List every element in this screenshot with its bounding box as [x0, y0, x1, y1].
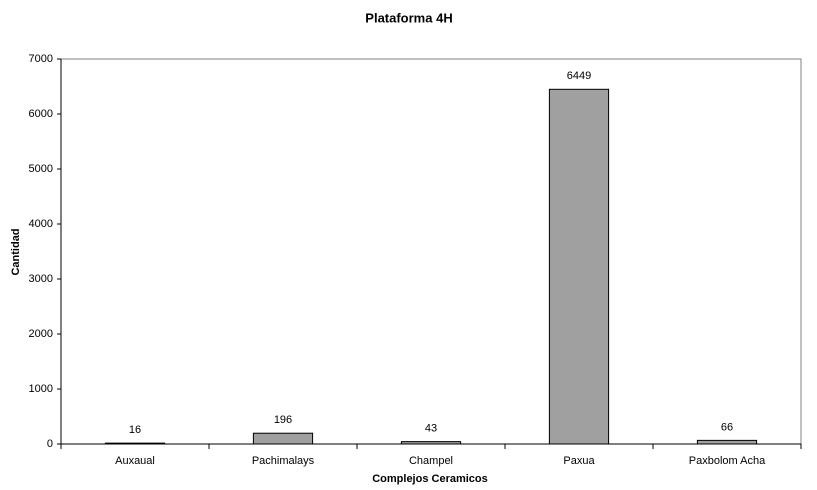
x-tick-label: Auxaual — [115, 455, 155, 467]
bar — [548, 88, 610, 445]
y-tick-label: 5000 — [29, 163, 53, 175]
y-axis-label: Cantidad — [10, 228, 22, 275]
x-tick-label: Paxua — [563, 455, 595, 467]
bar — [696, 439, 758, 445]
data-label: 43 — [425, 423, 437, 435]
data-label: 6449 — [567, 70, 591, 82]
x-tick-label: Paxbolom Acha — [689, 455, 766, 467]
data-label: 196 — [274, 414, 292, 426]
y-tick-label: 4000 — [29, 218, 53, 230]
bar — [400, 441, 462, 445]
bar — [104, 442, 166, 445]
x-axis-label: Complejos Ceramicos — [372, 473, 488, 485]
y-tick-label: 6000 — [29, 108, 53, 120]
y-tick-label: 3000 — [29, 273, 53, 285]
y-tick-label: 1000 — [29, 383, 53, 395]
chart-title: Plataforma 4H — [365, 10, 452, 25]
data-label: 16 — [129, 424, 141, 436]
x-tick-label: Pachimalays — [252, 455, 315, 467]
y-tick-label: 7000 — [29, 53, 53, 65]
y-tick-label: 2000 — [29, 328, 53, 340]
data-label: 66 — [721, 421, 733, 433]
x-tick-label: Champel — [409, 455, 453, 467]
bar — [252, 432, 314, 445]
y-tick-label: 0 — [47, 438, 53, 450]
